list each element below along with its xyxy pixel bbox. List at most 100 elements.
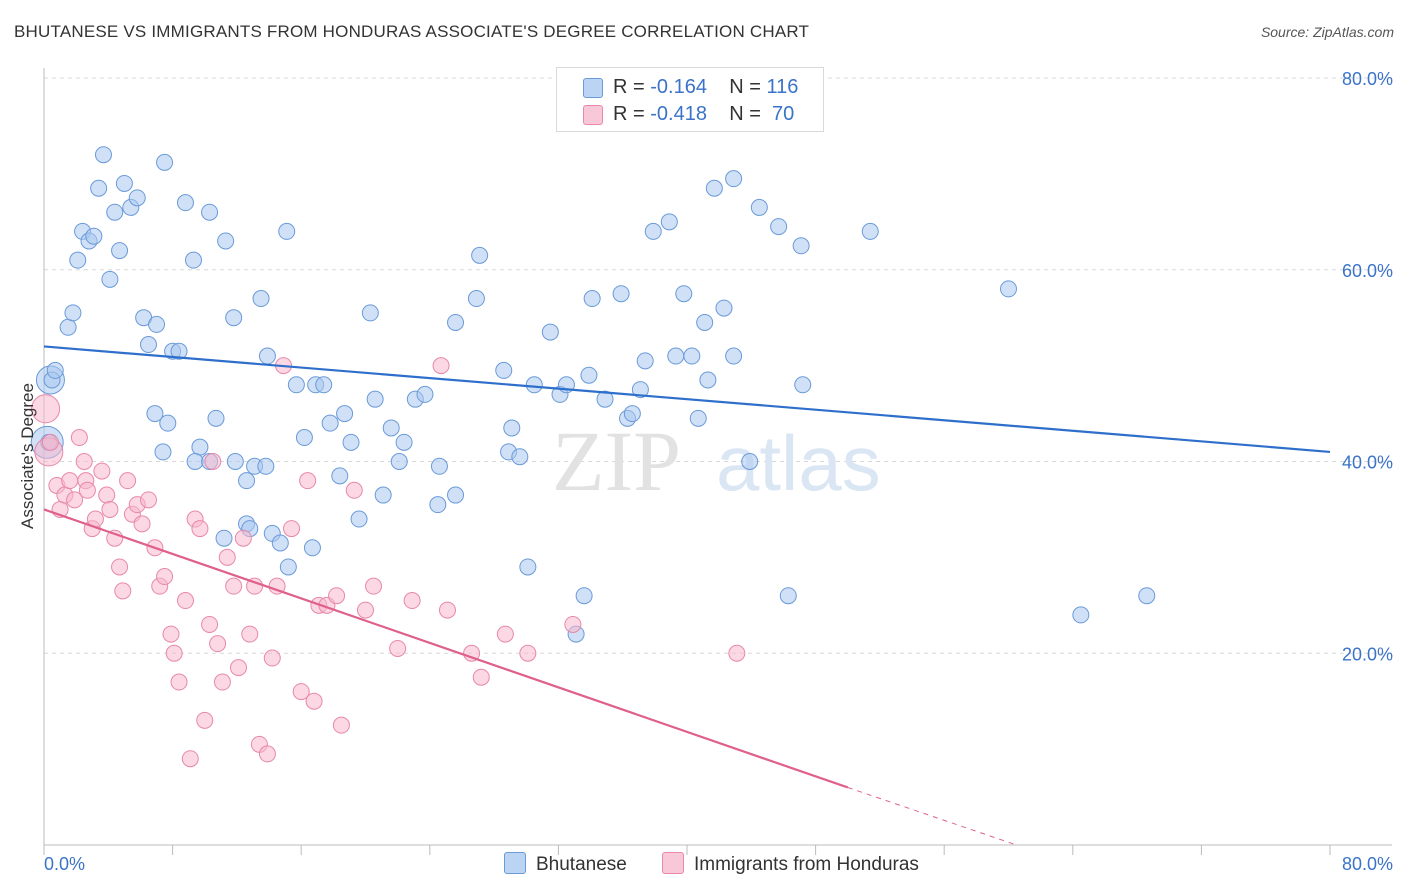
data-point (146, 405, 164, 423)
data-point (382, 419, 400, 437)
data-point (139, 491, 157, 509)
data-point (596, 390, 614, 408)
data-point (345, 481, 363, 499)
data-point (644, 222, 662, 240)
legend-n-value: 116 (766, 76, 799, 98)
data-point (133, 515, 151, 533)
data-point (496, 625, 514, 643)
data-point (705, 179, 723, 197)
data-point (303, 539, 321, 557)
data-point (230, 659, 248, 677)
data-point (170, 673, 188, 691)
data-point (770, 218, 788, 236)
data-point (70, 429, 88, 447)
data-point (315, 376, 333, 394)
data-point (525, 376, 543, 394)
data-point (139, 336, 157, 354)
data-point (156, 153, 174, 171)
data-point (675, 285, 693, 303)
data-point (463, 644, 481, 662)
data-point (365, 577, 383, 595)
data-point (106, 203, 124, 221)
data-point (699, 371, 717, 389)
data-point (207, 409, 225, 427)
data-point (1138, 587, 1156, 605)
trend-line-bhutanese (43, 345, 1331, 454)
bottom-legend-label: Immigrants from Honduras (694, 854, 919, 875)
data-point (186, 453, 204, 470)
data-point (741, 453, 759, 470)
data-point (389, 639, 407, 657)
data-point (94, 146, 112, 164)
stats-legend: R = -0.164 N = 116 R = -0.418 N = 70 (556, 67, 824, 132)
data-point (271, 534, 289, 552)
data-point (263, 649, 281, 667)
data-point (218, 548, 236, 566)
data-point (184, 251, 202, 269)
trend-line-honduras-extension (847, 787, 1017, 846)
data-point (165, 644, 183, 662)
bottom-legend-honduras[interactable]: Immigrants from Honduras (662, 852, 919, 876)
data-point (350, 510, 368, 528)
data-point (374, 486, 392, 504)
data-point (395, 433, 413, 451)
data-point (541, 323, 559, 341)
data-point (31, 394, 61, 424)
data-point (111, 558, 129, 576)
data-point (226, 453, 244, 470)
data-point (295, 429, 313, 447)
data-point (85, 227, 103, 245)
legend-r-value: -0.164 (650, 76, 707, 98)
data-point (119, 472, 137, 490)
data-point (154, 443, 172, 461)
data-point (636, 352, 654, 370)
data-point (696, 313, 714, 331)
legend-swatch-blue (583, 78, 603, 98)
data-point (252, 290, 270, 308)
data-point (66, 491, 84, 509)
data-point (238, 472, 256, 490)
data-point (305, 692, 323, 710)
x-tick-label: 0.0% (44, 854, 85, 874)
data-point (715, 299, 733, 317)
watermark-atlas: atlas (716, 419, 881, 507)
grid-lines (44, 77, 1392, 654)
legend-r-label: R = (613, 103, 645, 125)
data-point (564, 615, 582, 633)
data-point (332, 716, 350, 734)
data-point (750, 198, 768, 216)
data-point (331, 467, 349, 485)
data-point (792, 237, 810, 255)
data-point (403, 592, 421, 610)
data-point (128, 189, 146, 207)
data-point (278, 222, 296, 240)
data-point (101, 270, 119, 288)
series-bhutanese-points (30, 146, 1156, 643)
data-point (429, 496, 447, 514)
chart-title: BHUTANESE VS IMMIGRANTS FROM HONDURAS AS… (14, 22, 810, 41)
data-point (660, 213, 678, 231)
watermark-zip: ZIP (552, 413, 681, 509)
data-point (170, 342, 188, 360)
data-point (503, 419, 521, 437)
data-point (583, 290, 601, 308)
legend-n-label: N = (729, 76, 761, 98)
data-point (258, 347, 276, 365)
data-point (111, 242, 129, 260)
data-point (623, 405, 641, 423)
data-point (728, 644, 746, 662)
data-point (215, 529, 233, 547)
data-point (181, 750, 199, 768)
data-point (430, 457, 448, 475)
data-point (292, 683, 310, 701)
data-point (321, 414, 339, 432)
data-point (725, 170, 743, 188)
series-honduras-points (31, 357, 746, 768)
bottom-legend-bhutanese[interactable]: Bhutanese (504, 852, 627, 876)
data-point (580, 366, 598, 384)
y-tick-label: 60.0% (1342, 261, 1393, 281)
data-point (114, 582, 132, 600)
data-point (46, 361, 64, 379)
data-point (201, 203, 219, 221)
data-point (159, 414, 177, 432)
